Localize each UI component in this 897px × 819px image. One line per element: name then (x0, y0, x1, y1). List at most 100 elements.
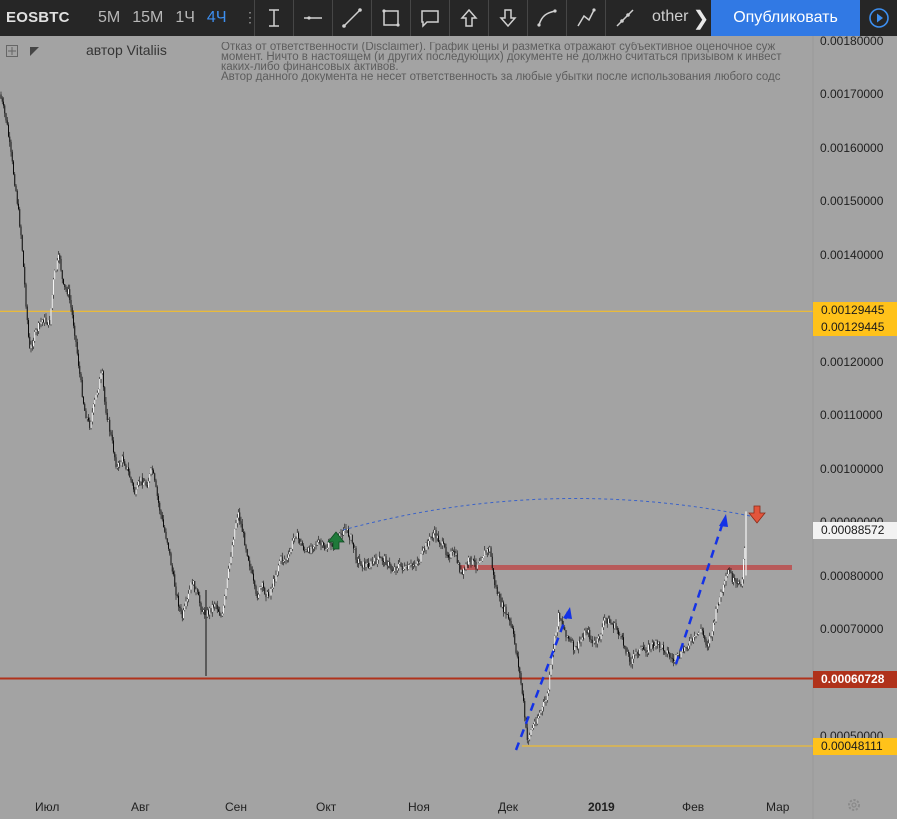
candle-body (713, 622, 714, 632)
candle-body (534, 721, 536, 725)
candle-body (594, 640, 596, 643)
candle-body (629, 653, 631, 662)
candle-body (110, 431, 112, 435)
price-axis-label: 0.00180000 (820, 34, 884, 48)
candle-body (14, 174, 16, 186)
candle-body (284, 559, 286, 561)
candle-body (85, 410, 87, 419)
candle-body (288, 554, 289, 558)
candle-body (30, 344, 32, 349)
play-button[interactable] (860, 0, 897, 36)
candle-body (330, 542, 332, 546)
candle-body (308, 547, 309, 552)
candle-body (19, 209, 21, 227)
gear-icon[interactable] (846, 797, 862, 813)
candle-body (108, 419, 109, 421)
disclaimer-line: момент. Ничто в настоящем (и других посл… (221, 51, 782, 63)
publish-button[interactable]: Опубликовать (711, 0, 860, 36)
candle-body (633, 654, 634, 659)
drawing-toolbar (254, 0, 644, 36)
interval-5m[interactable]: 5M (98, 9, 121, 26)
ray-tool-icon[interactable] (605, 0, 644, 36)
candle-body (628, 651, 629, 654)
candle-body (358, 558, 359, 563)
candle-body (603, 620, 604, 628)
symbol-label[interactable]: EOSBTC (6, 9, 70, 26)
candle-body (673, 658, 674, 662)
candle-body (511, 625, 513, 629)
horizontal-line-icon[interactable] (293, 0, 332, 36)
candle-body (698, 632, 699, 635)
candle-body (133, 483, 134, 490)
candle-body (726, 574, 728, 577)
interval-4h[interactable]: 4Ч (206, 9, 227, 26)
candle-body (683, 648, 684, 652)
candle-body (428, 540, 429, 547)
play-icon (868, 8, 889, 28)
curve-tool-icon[interactable] (527, 0, 566, 36)
expand-icon[interactable] (6, 45, 18, 57)
interval-15m[interactable]: 15M (132, 9, 164, 26)
candle-body (596, 638, 598, 644)
candle-body (619, 634, 621, 636)
candle-body (301, 541, 303, 546)
candle-body (200, 603, 202, 611)
candle-body (521, 683, 523, 694)
candle-body (171, 565, 173, 572)
candle-body (735, 579, 737, 583)
candle-body (736, 582, 738, 584)
candle-body (270, 588, 272, 596)
more-tools-label[interactable]: other (652, 8, 689, 25)
candle-body (589, 629, 591, 640)
candle-body (681, 648, 683, 652)
candle-body (148, 481, 149, 488)
author-label[interactable]: автор Vitaliis (86, 42, 167, 58)
candle-body (89, 420, 91, 428)
candle-body (734, 577, 736, 580)
candle-body (24, 266, 26, 285)
price-tag-hline-top-2: 0.00129445 (813, 319, 897, 337)
projection-arrows[interactable] (514, 514, 728, 751)
price-tag-hline-top: 0.00129445 (813, 302, 897, 320)
candle-body (174, 574, 176, 587)
candle-body (540, 711, 542, 713)
comment-icon[interactable] (410, 0, 449, 36)
chevron-right-icon[interactable]: ❯ (691, 0, 711, 36)
rectangle-icon[interactable] (371, 0, 410, 36)
candle-body (610, 622, 612, 624)
candle-body (408, 565, 409, 570)
candle-body (574, 646, 576, 650)
candle-body (111, 434, 113, 441)
candle-body (429, 536, 431, 541)
candle-body (299, 538, 301, 544)
candle-body (266, 592, 268, 598)
dashed-arc[interactable] (342, 497, 751, 531)
interval-1h[interactable]: 1Ч (175, 9, 195, 26)
candle-body (579, 640, 581, 642)
candle-body (3, 101, 4, 106)
candle-body (135, 489, 137, 495)
trend-line-icon[interactable] (332, 0, 371, 36)
candle-body (45, 317, 47, 323)
arrow-up-icon[interactable] (449, 0, 488, 36)
path-tool-icon[interactable] (566, 0, 605, 36)
arrow-down-icon[interactable] (488, 0, 527, 36)
candle-body (444, 543, 446, 547)
candle-body (296, 532, 298, 539)
candle-body (729, 569, 731, 572)
candle-body (259, 587, 261, 595)
candle-body (498, 593, 499, 595)
candle-body (78, 353, 79, 366)
candle-body (529, 734, 531, 740)
collapse-arrow-icon[interactable] (28, 45, 40, 57)
candle-body (383, 560, 384, 562)
cursor-text-tool-icon[interactable] (254, 0, 293, 36)
candle-body (738, 581, 739, 584)
candle-body (15, 185, 17, 192)
candle-body (604, 617, 606, 621)
resistance-band[interactable] (460, 564, 792, 570)
candle-body (379, 556, 381, 558)
candle-body (104, 387, 106, 402)
candle-body (491, 556, 493, 569)
